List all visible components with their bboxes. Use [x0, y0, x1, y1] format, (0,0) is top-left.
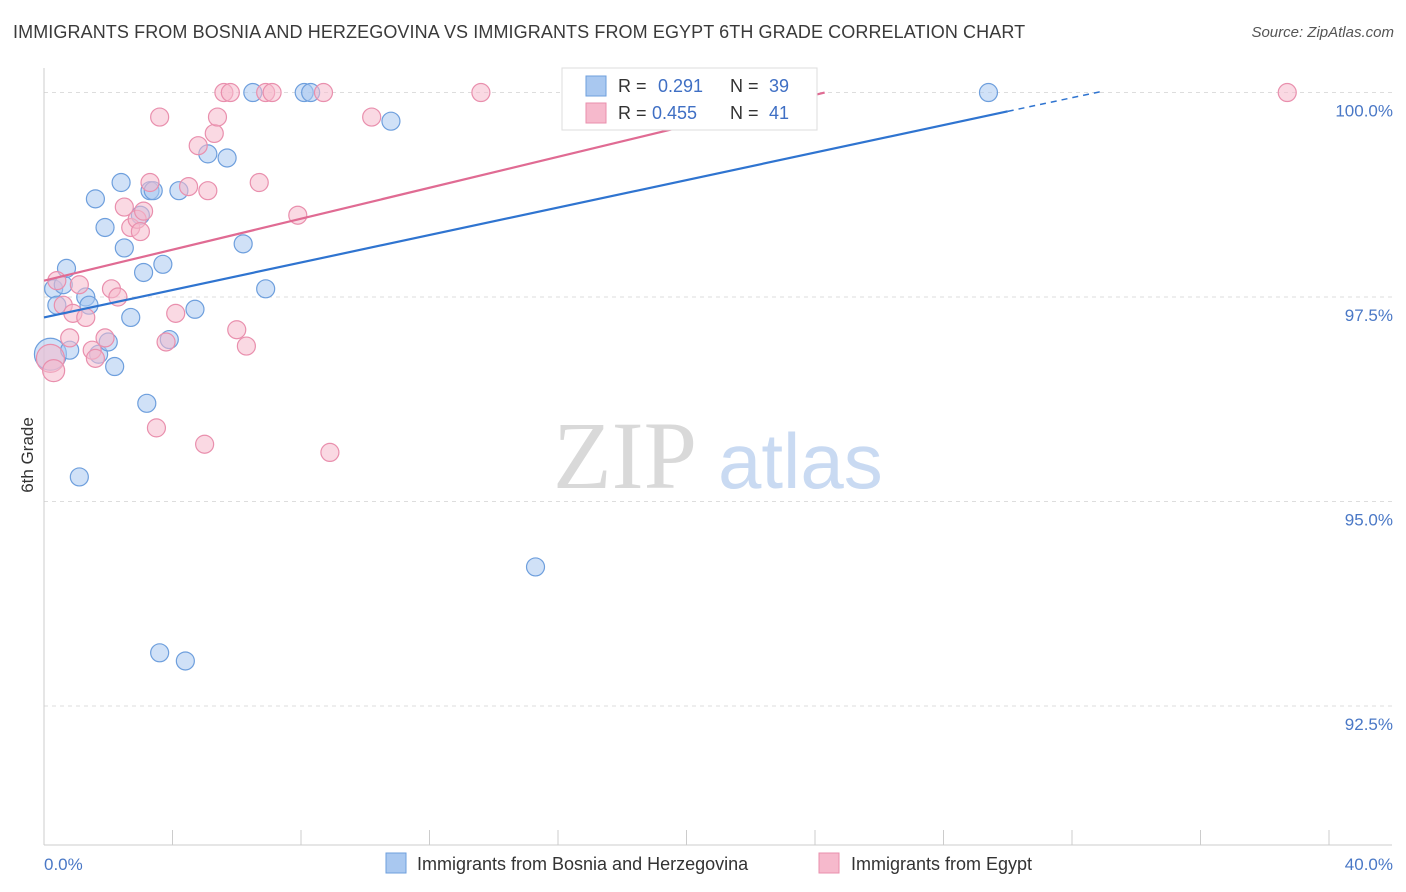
- data-point-pink: [166, 303, 186, 323]
- data-point-blue: [69, 467, 89, 487]
- bottom-legend-swatch-blue: [385, 852, 407, 874]
- data-point-blue: [175, 651, 195, 671]
- data-point-pink: [220, 82, 240, 103]
- data-point-pink: [362, 107, 382, 127]
- data-point-pink: [146, 418, 167, 438]
- legend-r-value-pink: 0.455: [652, 103, 697, 123]
- data-point-pink: [140, 172, 160, 193]
- legend-box: R = 0.291 N = 39 R = 0.455 N = 41: [561, 67, 818, 131]
- y-tick-label: 100.0%: [1335, 102, 1393, 121]
- legend-n-value-pink: 41: [769, 103, 789, 123]
- data-point-pink: [69, 275, 89, 295]
- y-tick-label: 97.5%: [1345, 306, 1393, 325]
- data-point-blue: [133, 262, 154, 283]
- data-point-pink: [85, 348, 106, 368]
- y-axis-label: 6th Grade: [18, 417, 37, 493]
- legend-r-value-blue: 0.291: [658, 76, 703, 96]
- data-point-pink: [95, 328, 115, 348]
- legend-swatch-pink: [585, 102, 607, 124]
- bottom-legend-swatch-pink: [818, 852, 840, 874]
- data-point-blue: [525, 557, 546, 577]
- source-label: Source: ZipAtlas.com: [1251, 24, 1394, 41]
- x-tick-label-max: 40.0%: [1345, 855, 1393, 874]
- data-point-blue: [153, 254, 173, 274]
- data-point-blue: [85, 189, 106, 209]
- data-point-pink: [60, 328, 80, 348]
- legend-n-label-blue: N =: [730, 76, 759, 96]
- data-point-pink: [236, 336, 256, 356]
- data-point-pink: [207, 107, 228, 127]
- trend-line-blue: [43, 110, 1008, 319]
- x-tick-label-min: 0.0%: [44, 855, 83, 874]
- data-point-blue: [256, 279, 276, 299]
- data-point-blue: [185, 299, 205, 319]
- data-point-pink: [42, 359, 66, 383]
- data-point-pink: [47, 271, 67, 291]
- data-point-pink: [227, 320, 247, 340]
- data-point-pink: [150, 107, 170, 127]
- data-point-pink: [114, 197, 134, 217]
- legend-swatch-blue: [585, 75, 607, 97]
- data-point-blue: [150, 643, 170, 663]
- bottom-legend: Immigrants from Bosnia and Herzegovina I…: [385, 852, 1032, 874]
- legend-r-label-blue: R =: [618, 76, 647, 96]
- data-point-blue: [121, 307, 141, 328]
- axes: [43, 68, 1392, 846]
- data-point-pink: [76, 307, 96, 328]
- y-tick-label: 92.5%: [1345, 715, 1393, 734]
- legend-r-label-pink: R =: [618, 103, 647, 123]
- data-point-blue: [114, 238, 134, 258]
- data-points: [33, 82, 1297, 671]
- data-point-blue: [381, 111, 401, 131]
- data-point-pink: [249, 172, 269, 193]
- gridlines: [44, 92, 1392, 707]
- legend-n-label-pink: N =: [730, 103, 759, 123]
- data-point-blue: [137, 393, 157, 413]
- bottom-legend-label-blue: Immigrants from Bosnia and Herzegovina: [417, 854, 749, 874]
- y-tick-label: 95.0%: [1345, 510, 1393, 529]
- data-point-pink: [471, 82, 491, 103]
- data-point-pink: [188, 136, 208, 156]
- data-point-blue: [105, 356, 125, 377]
- data-point-pink: [262, 82, 282, 103]
- data-point-blue: [978, 82, 999, 103]
- chart-title: IMMIGRANTS FROM BOSNIA AND HERZEGOVINA V…: [13, 22, 1026, 42]
- data-point-pink: [313, 82, 334, 103]
- data-point-pink: [130, 221, 150, 242]
- data-point-pink: [320, 442, 340, 463]
- legend-n-value-blue: 39: [769, 76, 789, 96]
- tick-labels: 92.5% 95.0% 97.5% 100.0% 0.0% 40.0%: [44, 102, 1393, 874]
- bottom-legend-label-pink: Immigrants from Egypt: [851, 854, 1032, 874]
- data-point-blue: [111, 172, 131, 193]
- watermark: ZIP atlas: [553, 402, 883, 509]
- data-point-pink: [198, 181, 218, 201]
- data-point-blue: [217, 148, 237, 168]
- watermark-atlas: atlas: [718, 417, 883, 505]
- data-point-pink: [1277, 82, 1297, 103]
- data-point-pink: [178, 176, 199, 197]
- data-point-blue: [233, 234, 253, 254]
- data-point-pink: [204, 123, 224, 144]
- data-point-pink: [195, 434, 215, 454]
- watermark-zip: ZIP: [553, 402, 697, 509]
- data-point-blue: [95, 217, 115, 238]
- data-point-pink: [133, 201, 154, 221]
- data-point-pink: [156, 332, 176, 352]
- trend-line-extension-blue: [1007, 90, 1105, 113]
